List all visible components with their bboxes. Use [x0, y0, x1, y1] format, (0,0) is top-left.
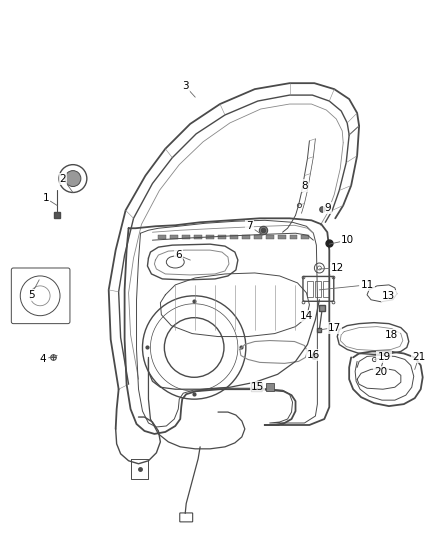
Bar: [170, 235, 178, 239]
Text: 17: 17: [328, 322, 341, 333]
Bar: [159, 235, 166, 239]
Bar: [323, 281, 329, 297]
Bar: [290, 235, 297, 239]
Text: 2: 2: [60, 174, 66, 183]
Bar: [182, 235, 190, 239]
Text: 8: 8: [301, 181, 308, 190]
Bar: [206, 235, 214, 239]
Bar: [254, 235, 262, 239]
Text: 7: 7: [247, 221, 253, 231]
Text: 6: 6: [175, 250, 182, 260]
Bar: [242, 235, 250, 239]
Bar: [194, 235, 202, 239]
Text: 4: 4: [40, 354, 46, 365]
Bar: [307, 281, 314, 297]
Text: 18: 18: [385, 329, 399, 340]
Text: 13: 13: [382, 291, 396, 301]
Bar: [230, 235, 238, 239]
Text: 9: 9: [324, 204, 331, 213]
Text: 1: 1: [43, 193, 49, 204]
Text: 11: 11: [360, 280, 374, 290]
FancyBboxPatch shape: [251, 383, 262, 392]
Bar: [218, 235, 226, 239]
Text: 14: 14: [300, 311, 313, 321]
Bar: [266, 235, 274, 239]
Text: 20: 20: [374, 367, 388, 377]
Text: 21: 21: [412, 352, 425, 362]
Circle shape: [65, 171, 81, 187]
Text: 19: 19: [377, 352, 391, 362]
Text: 3: 3: [182, 81, 188, 91]
Bar: [315, 281, 321, 297]
Text: 12: 12: [331, 263, 344, 273]
Bar: [301, 235, 309, 239]
Text: 16: 16: [307, 350, 320, 360]
Text: 5: 5: [28, 290, 35, 300]
Bar: [278, 235, 286, 239]
Text: 10: 10: [341, 235, 354, 245]
Text: 15: 15: [251, 382, 265, 392]
